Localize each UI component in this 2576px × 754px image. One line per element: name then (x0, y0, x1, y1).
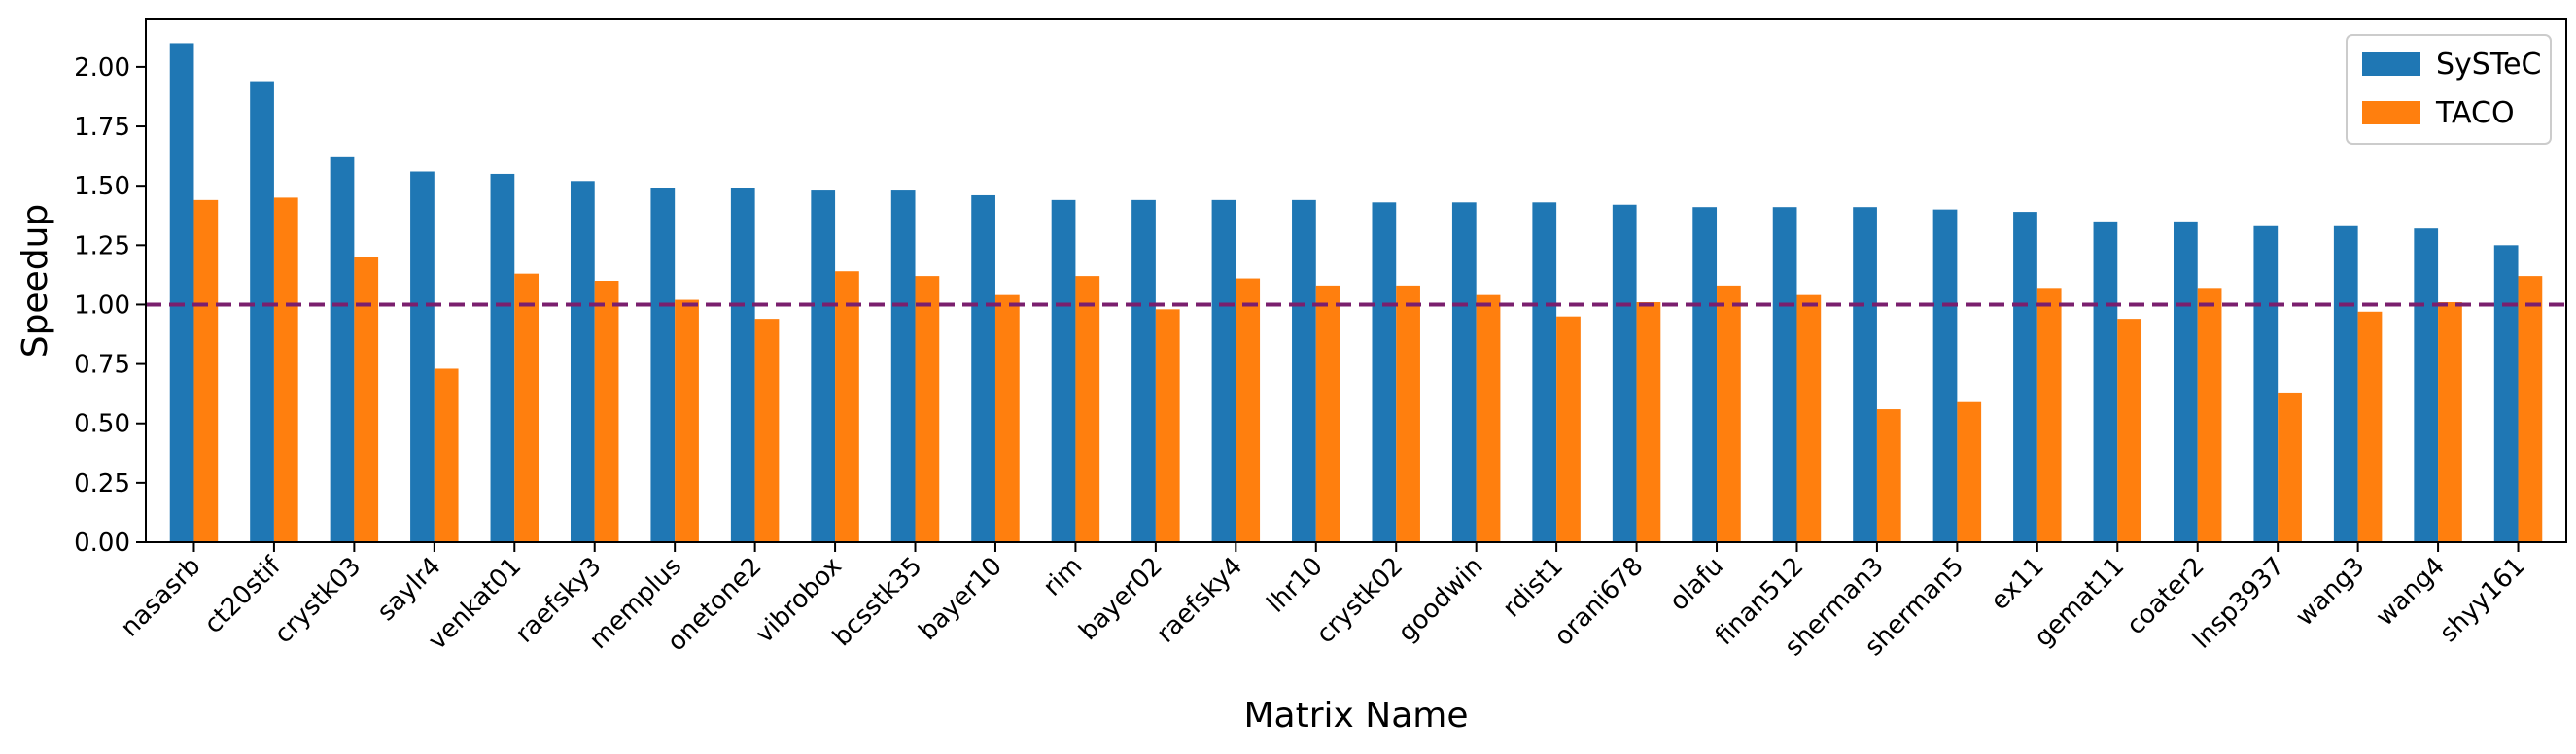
bar-systec-bayer02 (1131, 199, 1156, 542)
bar-taco-lnsp3937 (2278, 392, 2302, 542)
bar-taco-gemat11 (2117, 319, 2142, 542)
bar-systec-orani678 (1612, 204, 1637, 542)
x-tick-label-nasasrb: nasasrb (116, 552, 207, 643)
bar-taco-raefsky3 (594, 281, 619, 542)
x-tick-label-crystk03: crystk03 (269, 552, 367, 650)
x-tick-label-rdist1: rdist1 (1497, 552, 1569, 624)
y-tick-label: 0.50 (74, 410, 130, 439)
bar-taco-orani678 (1636, 302, 1661, 542)
bar-taco-wang4 (2438, 302, 2462, 542)
bar-systec-olafu (1692, 207, 1718, 542)
bar-systec-finan512 (1772, 207, 1797, 542)
bar-systec-raefsky4 (1211, 199, 1236, 542)
bar-taco-bayer10 (994, 294, 1020, 542)
bar-systec-crystk03 (330, 156, 355, 542)
x-tick-label-goodwin: goodwin (1393, 552, 1489, 648)
y-tick-label: 2.00 (74, 53, 130, 83)
bar-taco-bayer02 (1155, 309, 1180, 542)
bar-systec-bcsstk35 (890, 190, 916, 542)
bar-taco-coater2 (2197, 288, 2222, 542)
x-tick-label-ex11: ex11 (1985, 552, 2049, 616)
bar-taco-bcsstk35 (915, 276, 940, 542)
bar-systec-gemat11 (2093, 221, 2118, 542)
x-tick-label-lhr10: lhr10 (1262, 552, 1329, 619)
bar-taco-ct20stif (273, 197, 298, 542)
bar-systec-wang4 (2414, 228, 2439, 542)
legend-swatch-systec (2362, 52, 2420, 76)
bar-systec-ct20stif (250, 81, 274, 542)
y-tick-label: 1.25 (74, 231, 130, 260)
bar-taco-vibrobox (835, 271, 859, 542)
y-axis: 0.00 0.25 0.50 0.75 1.00 1.25 1.50 1.75 2.00 (74, 53, 146, 558)
bar-taco-onetone2 (754, 319, 780, 542)
legend-label-taco: TACO (2435, 96, 2515, 130)
x-tick-label-olafu: olafu (1664, 552, 1729, 617)
x-tick-label-bayer10: bayer10 (914, 552, 1008, 646)
bar-systec-vibrobox (811, 190, 836, 542)
bar-systec-saylr4 (410, 171, 435, 542)
bar-systec-goodwin (1451, 202, 1477, 543)
bar-taco-sherman3 (1876, 409, 1901, 542)
bar-taco-lhr10 (1315, 285, 1340, 542)
bar-systec-lnsp3937 (2253, 225, 2279, 542)
bar-taco-rim (1075, 276, 1100, 542)
x-tick-label-raefsky4: raefsky4 (1151, 552, 1248, 649)
x-tick-label-wang3: wang3 (2290, 552, 2371, 633)
bar-systec-coater2 (2173, 221, 2198, 542)
bar-systec-bayer10 (971, 194, 995, 543)
bar-taco-saylr4 (434, 368, 459, 542)
bar-taco-raefsky4 (1236, 278, 1261, 542)
bar-taco-rdist1 (1556, 316, 1581, 542)
y-tick-label: 0.00 (74, 529, 130, 558)
bar-taco-wang3 (2357, 311, 2383, 542)
bar-systec-raefsky3 (570, 181, 595, 543)
bar-taco-nasasrb (193, 199, 219, 542)
bar-systec-sherman5 (1932, 209, 1958, 543)
bar-systec-memplus (650, 188, 676, 543)
y-axis-label: Speedup (16, 204, 55, 359)
x-tick-label-shyy161: shyy161 (2434, 552, 2530, 648)
x-tick-label-orani678: orani678 (1549, 552, 1649, 652)
bar-taco-goodwin (1476, 294, 1501, 542)
legend-swatch-taco (2362, 101, 2420, 124)
bar-taco-sherman5 (1957, 401, 1982, 542)
bar-taco-finan512 (1796, 294, 1822, 542)
bar-taco-venkat01 (514, 273, 540, 542)
bar-systec-ex11 (2013, 212, 2037, 542)
bar-systec-shyy161 (2493, 245, 2519, 542)
legend-label-systec: SySTeC (2436, 48, 2541, 82)
bar-taco-shyy161 (2518, 276, 2543, 542)
bar-systec-sherman3 (1853, 207, 1877, 542)
y-tick-label: 1.50 (74, 172, 130, 201)
y-tick-label: 0.25 (74, 469, 130, 498)
x-tick-label-bcsstk35: bcsstk35 (827, 552, 927, 652)
bar-systec-lhr10 (1292, 199, 1316, 542)
bar-systec-nasasrb (169, 43, 194, 543)
bar-systec-onetone2 (730, 188, 755, 543)
y-tick-label: 1.75 (74, 113, 130, 142)
bar-taco-memplus (675, 299, 699, 542)
bars-group (169, 43, 2543, 543)
x-tick-label-saylr4: saylr4 (371, 552, 446, 627)
plot-frame (145, 18, 2567, 543)
y-tick-label: 1.00 (74, 291, 130, 320)
x-axis-label: Matrix Name (1244, 696, 1469, 736)
x-tick-label-rim: rim (1038, 552, 1089, 602)
x-tick-label-wang4: wang4 (2370, 552, 2451, 633)
bar-taco-crystk02 (1396, 285, 1420, 542)
x-tick-label-crystk02: crystk02 (1311, 552, 1410, 650)
bar-systec-rim (1051, 199, 1076, 542)
y-tick-label: 0.75 (74, 351, 130, 380)
bar-taco-olafu (1717, 285, 1741, 542)
legend: SySTeC TACO (2346, 34, 2552, 145)
bar-systec-wang3 (2333, 225, 2358, 542)
bar-taco-crystk03 (354, 257, 379, 542)
bar-systec-crystk02 (1372, 202, 1397, 543)
bar-systec-venkat01 (490, 173, 515, 543)
bar-systec-rdist1 (1532, 202, 1557, 543)
bar-taco-ex11 (2036, 288, 2062, 542)
